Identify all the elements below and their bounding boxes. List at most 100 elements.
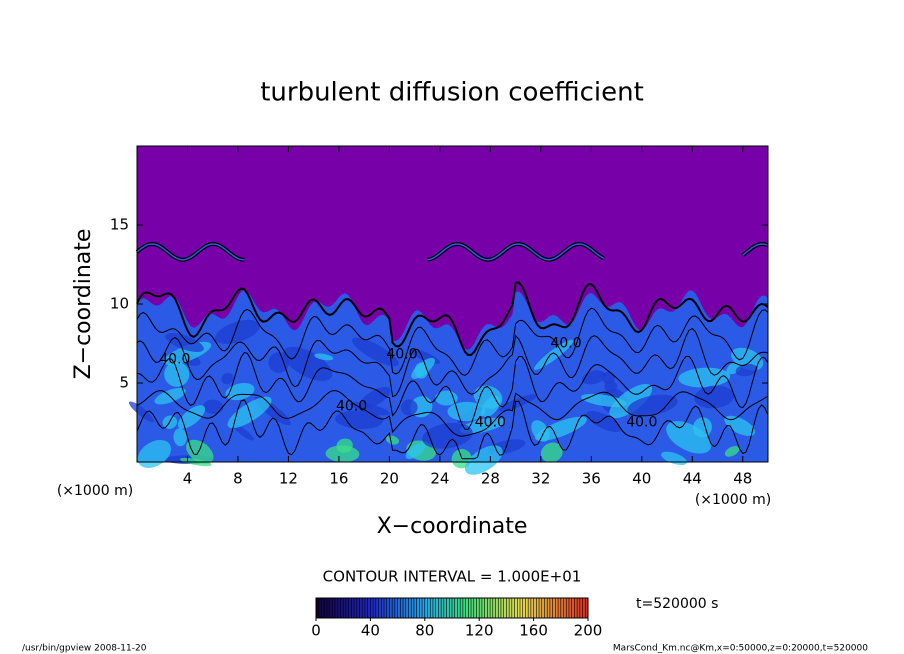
colorbar-cell	[539, 598, 543, 618]
colorbar-cell	[571, 598, 575, 618]
colorbar-cell	[582, 598, 586, 618]
colorbar-cell	[530, 598, 534, 618]
colorbar-cell	[378, 598, 382, 618]
blob	[724, 445, 740, 457]
colorbar-cell	[484, 598, 488, 618]
blob	[540, 442, 563, 463]
colorbar-cell	[348, 598, 352, 618]
blob	[221, 372, 234, 385]
colorbar-cell	[449, 598, 453, 618]
colorbar-tick-label: 200	[574, 622, 603, 640]
colorbar-cell	[441, 598, 445, 618]
colorbar-cell	[471, 598, 475, 618]
colorbar-tick-label: 80	[415, 622, 434, 640]
contour-label: 40.0	[626, 415, 657, 431]
colorbar-cell	[465, 598, 469, 618]
contour-label: 40.0	[550, 336, 581, 352]
colorbar-cell	[533, 598, 537, 618]
blob	[225, 382, 255, 401]
colorbar-cell	[400, 598, 404, 618]
colorbar-cell	[446, 598, 450, 618]
colorbar-cell	[544, 598, 548, 618]
blob	[627, 394, 678, 417]
x-tick-label: 4	[183, 470, 193, 488]
y-tick-label: 10	[110, 295, 129, 313]
blob	[405, 442, 426, 460]
colorbar-cell	[397, 598, 401, 618]
blob	[581, 370, 606, 385]
blob	[464, 445, 503, 475]
contour-label: 40.0	[336, 399, 367, 415]
x-tick-label: 44	[683, 470, 702, 488]
colorbar-cell	[343, 598, 347, 618]
y-tick-label: 15	[110, 216, 129, 234]
colorbar-cell	[367, 598, 371, 618]
colorbar-cell	[430, 598, 434, 618]
colorbar-tick-label: 160	[519, 622, 548, 640]
blob	[164, 361, 190, 387]
colorbar-cell	[370, 598, 374, 618]
colorbar-cell	[577, 598, 581, 618]
colorbar-cell	[509, 598, 513, 618]
colorbar-tick-label: 40	[361, 622, 380, 640]
colorbar-cell	[345, 598, 349, 618]
colorbar-cell	[405, 598, 409, 618]
colorbar-cell	[438, 598, 442, 618]
colorbar-cell	[476, 598, 480, 618]
colorbar-cell	[585, 598, 589, 618]
x-tick-label: 16	[329, 470, 348, 488]
blob	[735, 363, 758, 377]
colorbar-cell	[335, 598, 339, 618]
blob	[177, 405, 206, 429]
chart-title: turbulent diffusion coefficient	[260, 78, 644, 108]
colorbar-cell	[403, 598, 407, 618]
blob	[137, 439, 172, 468]
colorbar-frame	[315, 597, 589, 619]
x-tick-label: 48	[733, 470, 752, 488]
colorbar-cell	[457, 598, 461, 618]
x-tick-label: 28	[481, 470, 500, 488]
colorbar-cell	[375, 598, 379, 618]
blob	[352, 337, 399, 367]
blob	[203, 399, 224, 415]
colorbar-cell	[389, 598, 393, 618]
colorbar-tick-label: 0	[311, 622, 321, 640]
colorbar-cell	[528, 598, 532, 618]
x-tick-label: 12	[279, 470, 298, 488]
blob	[336, 438, 353, 453]
colorbar-cell	[326, 598, 330, 618]
colorbar-cell	[386, 598, 390, 618]
blob	[447, 401, 486, 422]
colorbar-cell	[454, 598, 458, 618]
colorbar-cell	[525, 598, 529, 618]
contour-line	[136, 307, 769, 376]
contour-line	[136, 352, 769, 430]
blob	[173, 428, 187, 447]
blob	[414, 362, 428, 379]
colorbar-cell	[487, 598, 491, 618]
colorbar-cell	[411, 598, 415, 618]
colorbar-cell	[356, 598, 360, 618]
colorbar-cell	[394, 598, 398, 618]
colorbar-cell	[498, 598, 502, 618]
colorbar-cell	[424, 598, 428, 618]
colorbar-cell	[316, 598, 320, 618]
colorbar-cell	[359, 598, 363, 618]
x-tick-label: 8	[233, 470, 243, 488]
colorbar-cell	[432, 598, 436, 618]
colorbar-cell	[566, 598, 570, 618]
contour-label: 40.0	[475, 415, 506, 431]
contour-line	[136, 390, 769, 437]
colorbar-cell	[329, 598, 333, 618]
colorbar-cell	[416, 598, 420, 618]
blob	[268, 352, 290, 373]
x-tick-label: 32	[531, 470, 550, 488]
colorbar-cell	[422, 598, 426, 618]
colorbar-cell	[413, 598, 417, 618]
y-tick-label: 5	[119, 374, 129, 392]
colorbar-cell	[514, 598, 518, 618]
colorbar-cell	[481, 598, 485, 618]
colorbar-cell	[560, 598, 564, 618]
colorbar-cell	[321, 598, 325, 618]
x-tick-label: 20	[380, 470, 399, 488]
